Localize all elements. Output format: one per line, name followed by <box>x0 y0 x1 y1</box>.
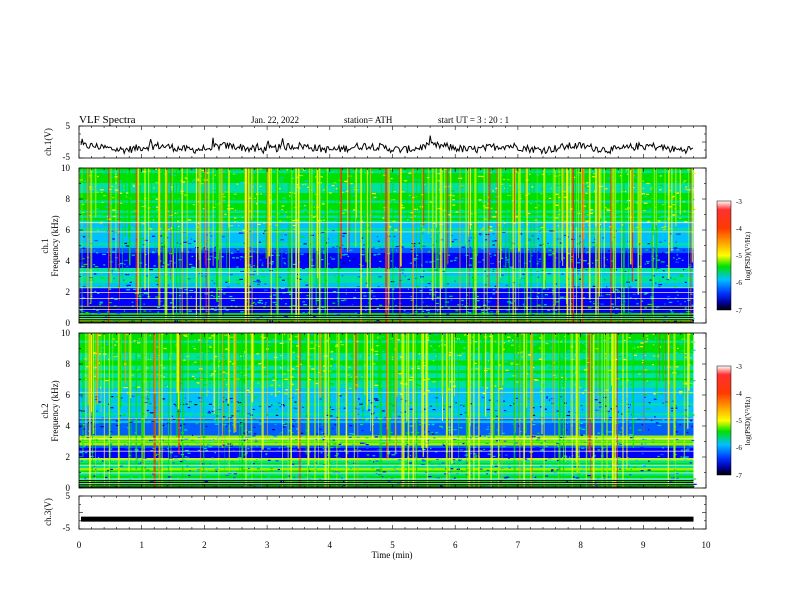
ch1-cb-tick-3: -3 <box>736 198 742 206</box>
time-axis-label: Time (min) <box>372 550 413 560</box>
ch2-spectrogram-panel: 0 2 4 6 8 10 ch.2 Frequency (kHz) <box>40 328 707 493</box>
ch2-frequency-ticks: 0 2 4 6 8 10 <box>61 328 71 493</box>
ch1-spectrogram-image <box>79 168 696 323</box>
time-axis: 0 1 2 3 4 5 6 7 8 9 10 Time (min) <box>77 540 711 560</box>
xtick-6: 6 <box>453 540 458 550</box>
ch2-spectrogram-image <box>79 333 697 488</box>
ch1-waveform-line <box>80 135 694 156</box>
ch2-ytick-0: 0 <box>66 483 71 493</box>
ch1-cb-tick-4: -4 <box>736 225 742 233</box>
ch3-waveform-frame <box>78 495 707 530</box>
ch3-ytick-top: 5 <box>66 491 71 501</box>
xtick-7: 7 <box>516 540 521 550</box>
ch1-spectrogram-panel: 0 2 4 6 8 10 ch.1 Frequency (kHz) <box>40 163 707 328</box>
xtick-8: 8 <box>578 540 583 550</box>
ch2-colorbar: -3 -4 -5 -6 -7 log(PSD)(V²/Hz) <box>716 363 752 480</box>
ch2-ytick-10: 10 <box>61 328 71 338</box>
figure-title: VLF Spectra <box>79 114 136 126</box>
ch1-cb-tick-6: -6 <box>736 279 742 287</box>
ch2-cb-tick-7: -7 <box>736 472 742 480</box>
ch1-ytick-8: 8 <box>66 194 71 204</box>
ch1-ytick-2: 2 <box>66 287 71 297</box>
ch1-ytick-6: 6 <box>66 225 71 235</box>
ch1-ytick-4: 4 <box>66 256 71 266</box>
ch1-ytick-0: 0 <box>66 318 71 328</box>
ch1-colorbar-label: log(PSD)(V²/Hz) <box>744 231 752 280</box>
ch1-ylabel: ch.1(V) <box>43 128 53 156</box>
ch2-colorbar-label: log(PSD)(V²/Hz) <box>744 396 752 445</box>
ch2-colorbar-gradient <box>716 365 732 476</box>
station-label: station= ATH <box>344 115 393 125</box>
ch1-ytick-top: 5 <box>66 121 71 131</box>
ch2-ytick-6: 6 <box>66 390 71 400</box>
xtick-0: 0 <box>77 540 82 550</box>
xtick-10: 10 <box>702 540 712 550</box>
ch1-ytick-bottom: -5 <box>63 152 71 162</box>
ch2-cb-tick-5: -5 <box>736 417 742 425</box>
ch1-channel-label: ch.1 <box>40 238 50 253</box>
xtick-2: 2 <box>202 540 207 550</box>
xtick-1: 1 <box>139 540 144 550</box>
ch2-channel-label: ch.2 <box>40 403 50 418</box>
ch2-cb-tick-3: -3 <box>736 363 742 371</box>
xtick-9: 9 <box>641 540 646 550</box>
ch1-colorbar: -3 -4 -5 -6 -7 log(PSD)(V²/Hz) <box>716 198 752 315</box>
xtick-3: 3 <box>265 540 270 550</box>
ch1-cb-tick-7: -7 <box>736 307 742 315</box>
ch1-waveform-panel: 5 -5 ch.1(V) <box>43 121 707 162</box>
ch1-waveform-frame <box>78 125 707 159</box>
ch1-frequency-label: Frequency (kHz) <box>50 215 60 276</box>
ch2-cb-tick-4: -4 <box>736 390 742 398</box>
start-time-label: start UT = 3 : 20 : 1 <box>438 115 509 125</box>
ch2-cb-tick-6: -6 <box>736 444 742 452</box>
xtick-4: 4 <box>328 540 333 550</box>
ch1-frequency-ticks: 0 2 4 6 8 10 <box>61 163 71 328</box>
xtick-5: 5 <box>390 540 395 550</box>
date-label: Jan. 22, 2022 <box>251 115 299 125</box>
ch2-ytick-2: 2 <box>66 452 71 462</box>
ch1-colorbar-gradient <box>716 200 732 311</box>
ch1-ytick-10: 10 <box>61 163 71 173</box>
ch2-ytick-4: 4 <box>66 421 71 431</box>
ch3-ytick-bottom: -5 <box>63 523 71 533</box>
axis-tick-marks <box>78 125 707 530</box>
ch1-cb-tick-5: -5 <box>736 252 742 260</box>
ch3-waveform-panel: 5 -5 ch.3(V) <box>43 491 707 533</box>
ch2-frequency-label: Frequency (kHz) <box>50 380 60 441</box>
ch2-ytick-8: 8 <box>66 359 71 369</box>
ch3-ylabel: ch.3(V) <box>43 498 53 526</box>
